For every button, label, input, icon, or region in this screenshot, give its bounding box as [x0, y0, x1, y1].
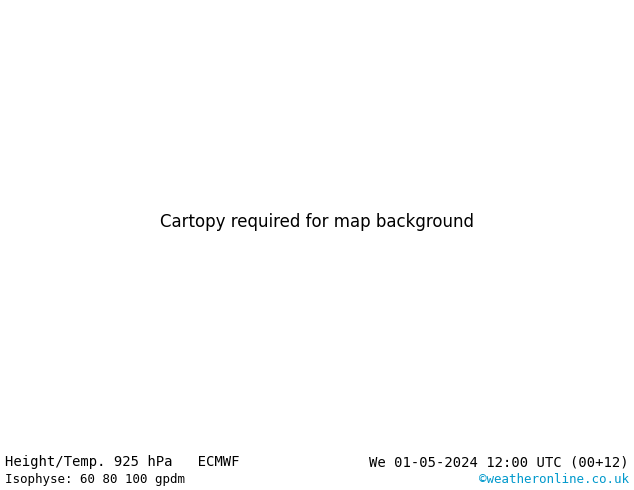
- Text: Height/Temp. 925 hPa   ECMWF: Height/Temp. 925 hPa ECMWF: [5, 455, 240, 469]
- Text: We 01-05-2024 12:00 UTC (00+12): We 01-05-2024 12:00 UTC (00+12): [369, 455, 629, 469]
- Text: ©weatheronline.co.uk: ©weatheronline.co.uk: [479, 473, 629, 486]
- Text: Cartopy required for map background: Cartopy required for map background: [160, 213, 474, 231]
- Text: Isophyse: 60 80 100 gpdm: Isophyse: 60 80 100 gpdm: [5, 473, 185, 486]
